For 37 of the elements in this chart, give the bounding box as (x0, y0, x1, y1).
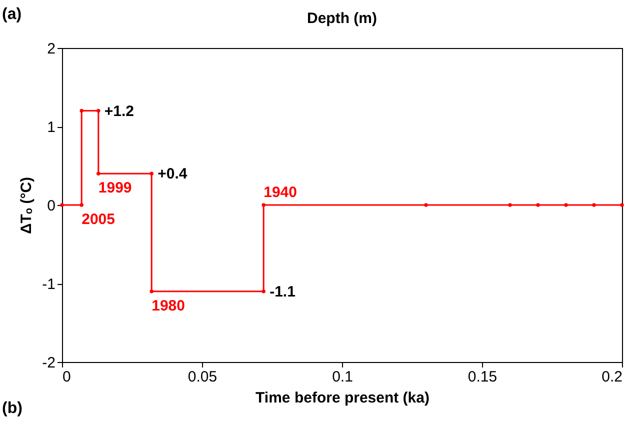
x-tick-label: 0.2 (602, 368, 622, 386)
point (592, 203, 596, 207)
y-axis-title: ΔTₒ (°C) (18, 176, 36, 234)
point (536, 203, 540, 207)
point (150, 172, 154, 176)
point (150, 289, 154, 294)
point (424, 203, 428, 207)
point (80, 108, 84, 113)
point (620, 203, 624, 207)
annotation: 1940 (264, 184, 297, 201)
annotation: 2005 (82, 211, 115, 228)
annotation: +1.2 (104, 102, 134, 120)
annotation: +0.4 (158, 166, 188, 183)
x-tick-label: 0.1 (332, 368, 353, 386)
point (96, 108, 100, 113)
point (564, 203, 568, 207)
y-tick-label: 1 (47, 119, 56, 136)
annotation: 1999 (98, 180, 132, 197)
point (96, 172, 100, 176)
text: (b) (2, 400, 22, 417)
x-tick-label: 0.05 (188, 368, 218, 386)
point (80, 203, 84, 207)
point (508, 203, 512, 207)
x-tick-label: 0.15 (468, 368, 498, 386)
y-tick-label: -2 (42, 354, 56, 372)
y-tick-label: 2 (47, 40, 56, 58)
point (60, 203, 64, 207)
point (262, 203, 266, 207)
point (262, 289, 266, 294)
x-tick-label: 0 (62, 368, 71, 386)
y-tick-label: 0 (47, 198, 56, 214)
y-tick-label: -1 (42, 276, 56, 293)
text: Depth (m) (307, 10, 377, 27)
text: (a) (2, 6, 22, 23)
x-axis-title: Time before present (ka) (256, 390, 430, 406)
annotation: -1.1 (270, 283, 296, 300)
annotation: 1980 (152, 297, 185, 314)
